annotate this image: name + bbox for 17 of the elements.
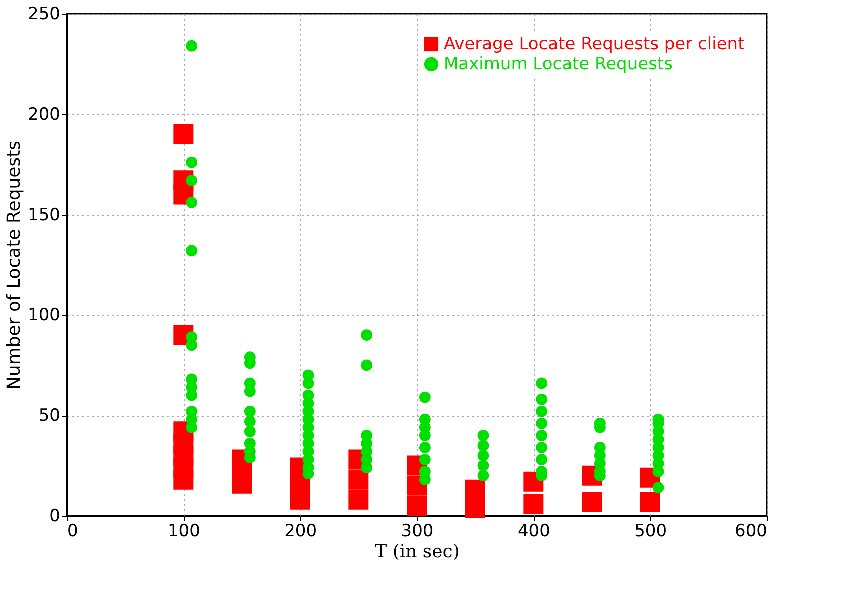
y-axis-title: Number of Locate Requests: [4, 140, 26, 390]
x-tick-label: 500: [634, 522, 668, 542]
x-tick-label: 300: [401, 522, 434, 542]
y-tick-label: 150: [28, 205, 60, 226]
y-tick-label: 200: [28, 104, 60, 125]
y-tick-label: 250: [28, 4, 60, 24]
legend-label: Maximum Locate Requests: [444, 54, 674, 74]
x-tick-label: 600: [735, 522, 768, 542]
y-tick-label: 0: [50, 506, 60, 526]
x-axis-title: T (in sec): [375, 542, 460, 562]
y-tick-label: 50: [38, 406, 60, 426]
x-tick-label: 0: [68, 522, 78, 542]
x-tick-label: 100: [168, 522, 200, 542]
x-tick-label: 400: [518, 522, 550, 542]
x-tick-label: 200: [284, 522, 318, 542]
y-tick-label: 100: [28, 306, 60, 326]
legend-label: Average Locate Requests per client: [444, 34, 746, 54]
